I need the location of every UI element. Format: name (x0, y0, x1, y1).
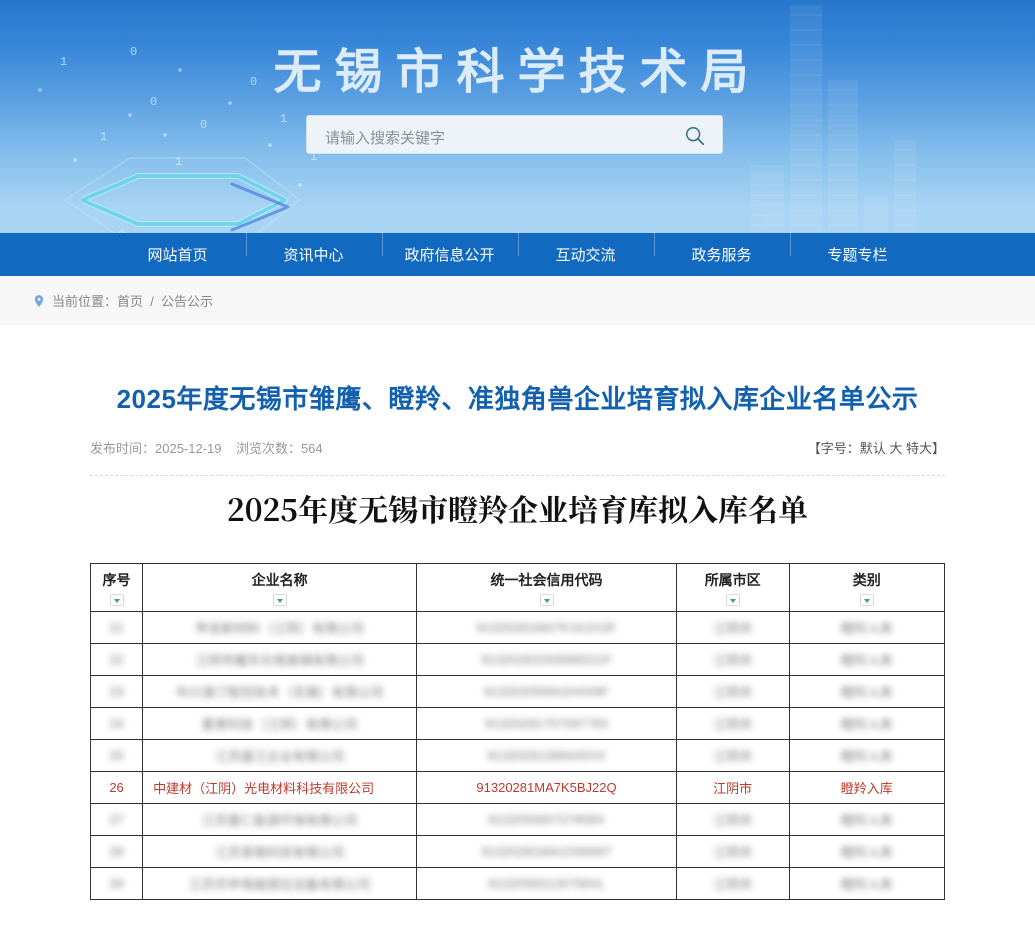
svg-text:0: 0 (200, 118, 207, 132)
svg-text:1: 1 (218, 232, 225, 233)
svg-text:1: 1 (175, 155, 182, 169)
svg-text:1: 1 (100, 130, 107, 144)
svg-text:0: 0 (118, 228, 125, 233)
svg-text:1: 1 (280, 112, 287, 126)
